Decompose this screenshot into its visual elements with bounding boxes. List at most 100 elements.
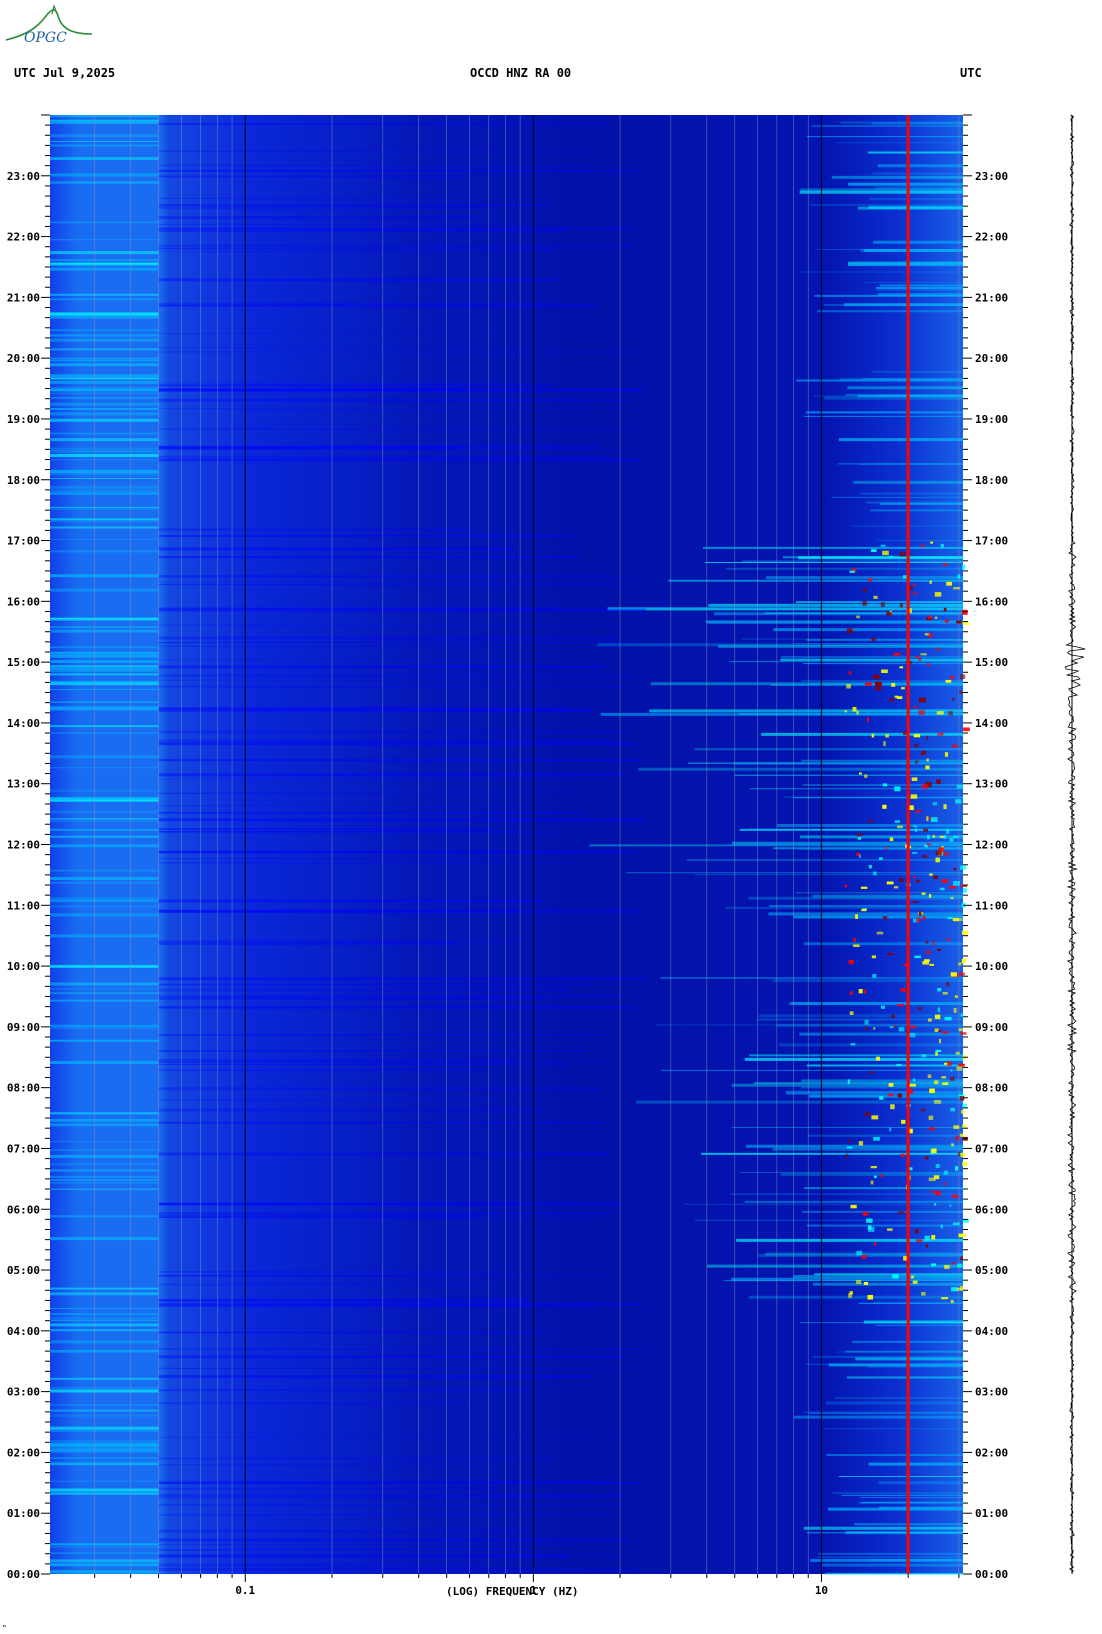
hotspot bbox=[930, 817, 938, 823]
hotspot bbox=[894, 695, 899, 698]
hotspot bbox=[937, 732, 944, 736]
hotspot bbox=[947, 1061, 952, 1066]
hotspot bbox=[940, 1224, 943, 1229]
hotspot bbox=[935, 850, 942, 856]
y-tick-label-right: 17:00 bbox=[975, 535, 1008, 548]
hotspot bbox=[855, 914, 858, 919]
hotspot bbox=[934, 616, 938, 619]
hotspot bbox=[914, 1229, 919, 1234]
y-tick-label-left: 01:00 bbox=[7, 1507, 40, 1520]
hotspot bbox=[863, 1281, 869, 1286]
hotspot bbox=[946, 937, 951, 941]
hotspot bbox=[914, 828, 918, 832]
y-tick-label-right: 05:00 bbox=[975, 1264, 1008, 1277]
hotspot bbox=[881, 1005, 885, 1009]
hotspot bbox=[957, 1263, 962, 1268]
hotspot bbox=[899, 878, 904, 883]
hotspot bbox=[914, 955, 922, 959]
hotspot bbox=[906, 1128, 913, 1134]
y-tick-label-left: 08:00 bbox=[7, 1082, 40, 1095]
hotspot bbox=[883, 741, 886, 747]
hotspot bbox=[952, 1222, 960, 1226]
y-tick-label-left: 05:00 bbox=[7, 1264, 40, 1277]
hotspot bbox=[912, 901, 919, 904]
hotspot bbox=[889, 1127, 892, 1132]
hotspot bbox=[927, 1074, 932, 1079]
hotspot bbox=[955, 1135, 959, 1141]
hotspot bbox=[864, 1019, 869, 1025]
hotspot bbox=[909, 1083, 916, 1087]
hotspot bbox=[925, 950, 931, 955]
hotspot bbox=[944, 1017, 952, 1021]
hotspot bbox=[869, 1070, 873, 1075]
hotspot bbox=[958, 962, 962, 966]
hotspot bbox=[857, 837, 862, 840]
x-tick-label: 10 bbox=[815, 1584, 828, 1597]
hotspot bbox=[847, 1079, 850, 1085]
hotspot bbox=[873, 1136, 880, 1141]
hotspot bbox=[958, 1028, 963, 1032]
y-tick-label-left: 10:00 bbox=[7, 960, 40, 973]
hotspot bbox=[908, 1167, 913, 1171]
hotspot bbox=[891, 1014, 895, 1019]
hotspot bbox=[930, 541, 934, 544]
hotspot bbox=[948, 711, 953, 716]
hotspot bbox=[864, 774, 868, 778]
trace-wave bbox=[1064, 114, 1086, 1574]
hotspot bbox=[849, 570, 855, 573]
y-tick-label-left: 03:00 bbox=[7, 1386, 40, 1399]
y-tick-label-left: 14:00 bbox=[7, 717, 40, 730]
hotspot bbox=[926, 735, 929, 741]
hotspot bbox=[856, 1250, 863, 1256]
hotspot bbox=[962, 621, 970, 625]
y-tick-label-left: 16:00 bbox=[7, 595, 40, 608]
hotspot bbox=[955, 799, 962, 804]
hotspot bbox=[866, 1218, 873, 1223]
hotspot bbox=[921, 1054, 927, 1058]
hotspot bbox=[920, 1108, 926, 1112]
hotspot bbox=[946, 581, 952, 586]
y-tick-label-right: 11:00 bbox=[975, 899, 1008, 912]
hotspot bbox=[909, 1088, 913, 1094]
hotspot bbox=[921, 784, 928, 789]
hotspot bbox=[924, 633, 930, 636]
hotspot bbox=[924, 1235, 931, 1241]
hotspot bbox=[860, 886, 868, 889]
hotspot bbox=[873, 1242, 877, 1246]
seismogram-trace bbox=[1064, 114, 1086, 1574]
hotspot bbox=[858, 1141, 864, 1146]
hotspot bbox=[913, 734, 921, 738]
hotspot bbox=[958, 1152, 961, 1157]
hotspot bbox=[856, 615, 860, 619]
hotspot bbox=[887, 952, 894, 956]
hotspot bbox=[873, 1027, 876, 1030]
hotspot bbox=[930, 1190, 935, 1193]
hotspot bbox=[949, 885, 956, 889]
hotspot bbox=[938, 1029, 941, 1033]
hotspot bbox=[902, 575, 908, 579]
hotspot bbox=[952, 698, 955, 701]
hotspot bbox=[893, 652, 901, 656]
y-tick-label-right: 02:00 bbox=[975, 1446, 1008, 1459]
hotspot bbox=[943, 1170, 949, 1175]
hotspot bbox=[961, 930, 969, 935]
hotspot bbox=[922, 961, 929, 965]
hotspot bbox=[956, 1287, 963, 1291]
hotspot bbox=[894, 820, 900, 823]
hotspot bbox=[909, 586, 913, 591]
y-tick-label-right: 23:00 bbox=[975, 170, 1008, 183]
y-tick-label-left: 06:00 bbox=[7, 1203, 40, 1216]
hotspot bbox=[936, 647, 940, 651]
hotspot bbox=[952, 1194, 959, 1198]
hotspot bbox=[913, 875, 916, 879]
header-date: UTC Jul 9,2025 bbox=[14, 66, 116, 80]
hotspot bbox=[927, 817, 931, 820]
hotspot bbox=[934, 592, 942, 597]
hotspot bbox=[950, 676, 955, 679]
hotspot bbox=[870, 1165, 877, 1169]
hotspot bbox=[925, 1243, 929, 1248]
hotspot bbox=[946, 981, 950, 987]
hotspot bbox=[868, 1227, 875, 1232]
hotspot bbox=[882, 804, 887, 809]
